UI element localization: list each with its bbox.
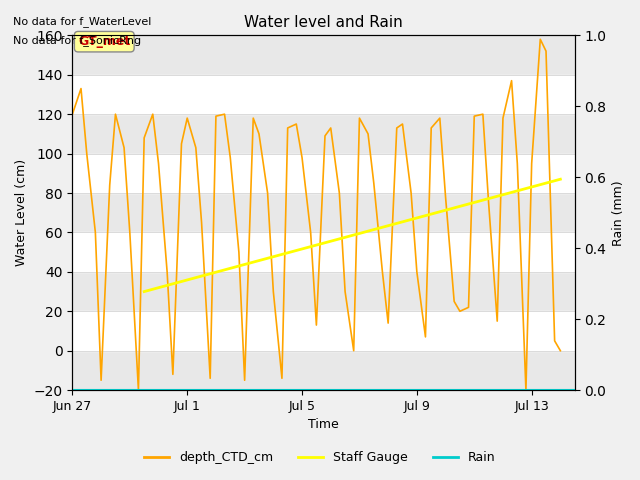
Y-axis label: Water Level (cm): Water Level (cm) — [15, 159, 28, 266]
Legend: depth_CTD_cm, Staff Gauge, Rain: depth_CTD_cm, Staff Gauge, Rain — [140, 446, 500, 469]
Text: No data for f_WaterLevel: No data for f_WaterLevel — [13, 16, 151, 27]
X-axis label: Time: Time — [308, 419, 339, 432]
Text: GT_met: GT_met — [78, 35, 131, 48]
Y-axis label: Rain (mm): Rain (mm) — [612, 180, 625, 246]
Title: Water level and Rain: Water level and Rain — [244, 15, 403, 30]
Bar — [72, 75, 575, 114]
Text: No data for f_SonicRng: No data for f_SonicRng — [13, 35, 141, 46]
Bar — [72, 312, 575, 351]
Bar — [72, 154, 575, 193]
Bar — [72, 232, 575, 272]
